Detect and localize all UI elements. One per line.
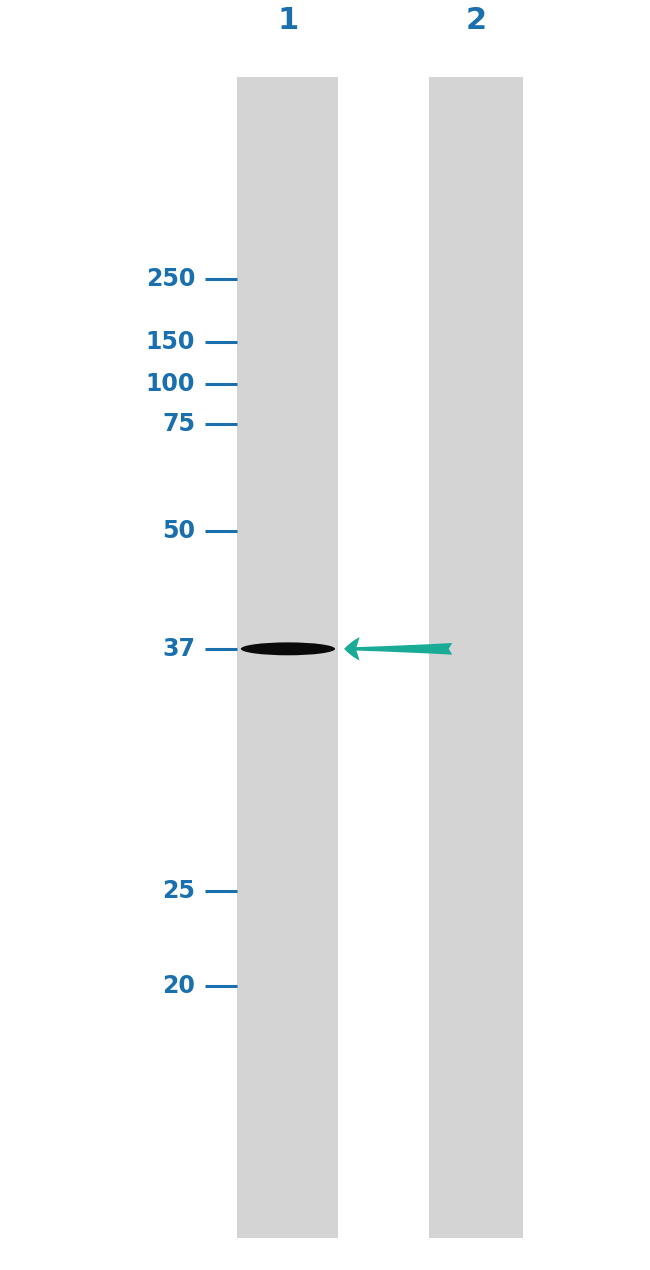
Ellipse shape <box>240 643 335 655</box>
Text: 1: 1 <box>278 6 298 36</box>
Text: 75: 75 <box>162 413 195 436</box>
Bar <box>429 77 523 1238</box>
Text: 50: 50 <box>162 519 195 544</box>
Text: 2: 2 <box>466 6 487 36</box>
Text: 20: 20 <box>162 974 195 998</box>
Text: 150: 150 <box>146 330 195 354</box>
Text: 25: 25 <box>162 879 195 903</box>
Text: 250: 250 <box>146 267 195 291</box>
Bar <box>237 77 338 1238</box>
Text: 100: 100 <box>146 372 195 396</box>
Text: 37: 37 <box>162 636 195 660</box>
